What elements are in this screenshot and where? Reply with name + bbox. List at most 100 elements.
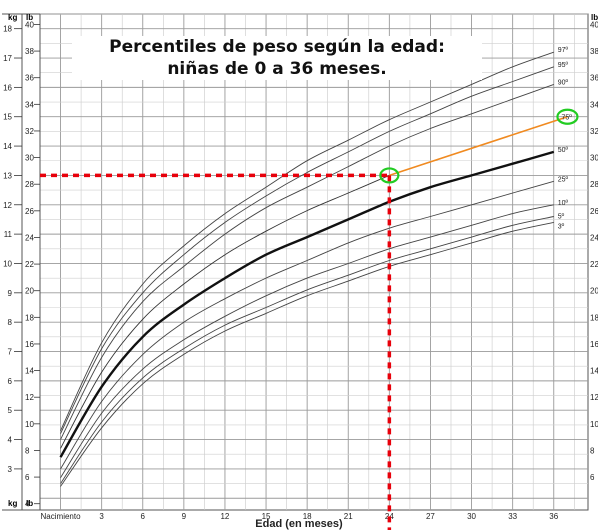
lb-tick-label: 14 [25,367,34,376]
lb-tick-label-right: 20 [590,287,598,296]
percentile-label: 90º [558,79,569,86]
percentile-label: 25º [558,176,569,183]
lb-tick-label: 22 [25,260,34,269]
percentile-label: 50º [558,147,569,154]
chart-annotation [40,108,579,530]
lb-tick-label-right: 16 [590,340,598,349]
title-line-2: niñas de 0 a 36 meses. [167,59,387,79]
series-line-75º [60,174,390,449]
lb-tick-label-right: 28 [590,180,598,189]
kg-tick-label: 3 [8,465,13,474]
kg-tick-label: 13 [3,171,12,180]
percentile-label: 97º [558,47,569,54]
lb-tick-label-right: 30 [590,154,598,163]
annotation-circle-24m [379,167,400,184]
lb-tick-label-right: 18 [590,313,598,322]
kg-tick-label: 15 [3,113,12,122]
lb-tick-label-right: 12 [590,393,598,402]
lb-tick-label-right: 10 [590,420,598,429]
chart-grid [39,13,589,511]
unit-lb-top: lb [26,13,34,22]
series-line-25º [60,180,554,470]
kg-tick-label: 14 [3,142,12,151]
lb-tick-label: 26 [25,207,34,216]
lb-tick-label: 12 [25,393,34,402]
lb-tick-label-right: 34 [590,100,598,109]
percentile-labels: 3º 5º 10º 25º 50º 75º 90º 95º 97º [558,47,572,230]
percentile-label: 10º [558,200,569,207]
lb-tick-label: 20 [25,287,34,296]
x-tick-label: 18 [303,512,312,521]
x-axis-label: Edad (en meses) [255,518,343,530]
annotation-circle-75 [556,108,579,125]
plot-frame [39,13,589,511]
series-line-75-highlight [389,115,568,177]
x-tick-label: 9 [182,512,187,521]
lb-tick-label: 10 [25,420,34,429]
x-tick-label: 3 [99,512,104,521]
kg-tick-label: 4 [8,436,13,445]
kg-tick-label: 16 [3,83,12,92]
lb-tick-label: 4 [25,500,30,509]
lb-tick-label: 36 [25,74,34,83]
lb-tick-label: 18 [25,313,34,322]
series-line-3º [60,221,554,487]
lb-tick-label: 6 [25,473,30,482]
x-tick-label: 36 [549,512,558,521]
x-tick-label: 6 [141,512,146,521]
lb-tick-label: 24 [25,233,34,242]
kg-tick-label: 9 [8,289,13,298]
percentile-label: 75º [561,115,572,122]
lb-tick-label: 8 [25,446,30,455]
lb-tick-label-right: 6 [590,473,595,482]
kg-tick-label: 18 [3,25,12,34]
lb-tick-label: 28 [25,180,34,189]
lb-tick-label-right: 38 [590,47,598,56]
lb-tick-label-right: 14 [590,367,598,376]
kg-tick-label: 10 [3,259,12,268]
lb-tick-label-right: 40 [590,20,598,29]
kg-tick-label: 5 [8,406,13,415]
kg-tick-label: 7 [8,348,13,357]
chart-title: Percentiles de peso según la edad: niñas… [72,36,482,80]
x-tick-label: 15 [262,512,271,521]
x-tick-label: 12 [220,512,229,521]
lb-tick-label-right: 8 [590,446,595,455]
lb-tick-label: 40 [25,20,34,29]
series-line-90º [60,83,554,440]
percentile-label: 3º [558,223,565,230]
lb-tick-label: 38 [25,47,34,56]
lb-tick-label-right: 26 [590,207,598,216]
x-tick-label: Nacimiento [41,512,82,521]
kg-tick-label: 11 [4,230,13,239]
lb-tick-label-right: 24 [590,233,598,242]
lb-tick-label-right: 22 [590,260,598,269]
unit-lb-bottom: lb [26,499,34,508]
unit-lb-right: lb [591,13,598,22]
unit-kg-top: kg [8,13,18,22]
lb-tick-label: 16 [25,340,34,349]
lb-tick-label: 34 [25,100,34,109]
x-tick-label: 21 [344,512,353,521]
lb-tick-label: 32 [25,127,34,136]
x-tick-label: 27 [426,512,435,521]
series-line-97º [60,51,554,431]
series-line-50º [59,150,555,458]
x-tick-label: 30 [467,512,476,521]
lb-tick-label-right: 36 [590,74,598,83]
lb-tick-label-right: 32 [590,127,598,136]
series-line-10º [60,204,554,478]
series-line-5º [60,216,554,484]
kg-tick-label: 6 [8,377,13,386]
title-line-1: Percentiles de peso según la edad: [109,37,445,57]
kg-tick-label: 12 [3,201,12,210]
kg-tick-label: 8 [8,318,13,327]
percentile-label: 95º [558,62,569,69]
unit-kg-bottom: kg [8,499,18,508]
kg-tick-label: 17 [3,54,12,63]
x-tick-label: 33 [508,512,517,521]
percentile-label: 5º [558,214,565,221]
lb-tick-label: 30 [25,154,34,163]
